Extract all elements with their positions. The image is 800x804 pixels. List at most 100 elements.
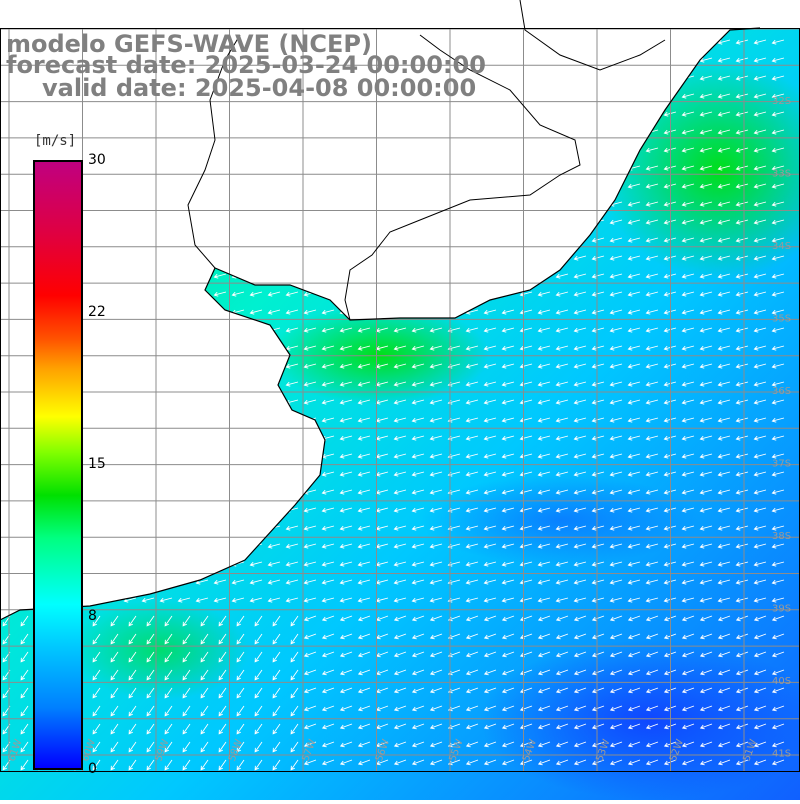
- lat-label: 34S: [772, 241, 791, 252]
- wind-arrow: [357, 579, 371, 585]
- wind-arrow: [285, 129, 299, 135]
- wind-arrow: [267, 201, 281, 207]
- wind-arrow: [123, 309, 137, 315]
- wind-arrow: [429, 165, 443, 171]
- wind-arrow: [627, 597, 641, 603]
- wind-arrow: [105, 525, 119, 531]
- wind-arrow: [213, 201, 227, 207]
- wind-arrow: [87, 507, 101, 513]
- wind-arrow: [537, 111, 551, 117]
- wind-arrow: [699, 345, 713, 351]
- wind-arrow: [429, 291, 443, 297]
- wind-arrow: [393, 129, 407, 135]
- wind-arrow: [321, 417, 335, 423]
- wind-arrow: [218, 705, 227, 717]
- wind-arrow: [681, 399, 695, 405]
- wind-arrow: [735, 147, 749, 153]
- wind-arrow: [519, 165, 533, 171]
- wind-arrow: [105, 183, 119, 189]
- wind-arrow: [645, 579, 659, 585]
- wind-arrow: [699, 759, 713, 766]
- wind-arrow: [290, 705, 299, 717]
- coastline: [0, 27, 761, 621]
- wind-arrow: [699, 723, 713, 730]
- lat-label: 37S: [772, 459, 791, 470]
- wind-arrow: [555, 111, 569, 117]
- wind-arrow: [465, 507, 479, 513]
- wind-arrow: [699, 507, 713, 513]
- wind-arrow: [303, 201, 317, 207]
- wind-arrow: [87, 111, 101, 117]
- wind-arrow: [717, 417, 731, 423]
- model-title: modelo GEFS-WAVE (NCEP): [6, 30, 372, 58]
- wind-arrow: [735, 525, 749, 531]
- wind-arrow: [15, 291, 29, 297]
- wind-arrow: [771, 705, 785, 712]
- wind-arrow: [375, 309, 389, 315]
- wind-arrow: [537, 255, 551, 261]
- wind-arrow: [195, 489, 209, 495]
- wind-arrow: [200, 615, 209, 627]
- wind-arrow: [393, 561, 407, 567]
- wind-arrow: [357, 759, 371, 766]
- wind-arrow: [105, 129, 119, 135]
- wind-arrow: [429, 633, 443, 640]
- wind-arrow: [645, 237, 659, 243]
- wind-arrow: [393, 435, 407, 441]
- wind-arrow: [195, 327, 209, 333]
- wind-arrow: [267, 309, 281, 315]
- wind-arrow: [195, 525, 209, 531]
- wind-arrow: [357, 453, 371, 459]
- wind-arrow: [321, 615, 335, 622]
- wind-arrow: [231, 543, 245, 549]
- wind-arrow: [182, 705, 191, 717]
- wind-arrow: [501, 471, 515, 477]
- wind-arrow: [555, 237, 569, 243]
- wind-arrow: [267, 453, 281, 459]
- wind-arrow: [213, 543, 227, 549]
- wind-arrow: [303, 435, 317, 441]
- wind-arrow: [699, 165, 713, 171]
- wind-arrow: [501, 633, 515, 640]
- wind-arrow: [87, 561, 101, 567]
- wind-arrow: [555, 129, 569, 135]
- wind-arrow: [285, 327, 299, 333]
- lat-label: 39S: [772, 604, 791, 615]
- wind-arrow: [375, 291, 389, 297]
- wind-arrow: [411, 633, 425, 640]
- wind-arrow: [254, 687, 263, 699]
- wind-arrow: [429, 201, 443, 207]
- wind-arrow: [429, 327, 443, 333]
- wind-arrow: [681, 183, 695, 189]
- wind-arrow: [627, 489, 641, 495]
- wind-arrow: [699, 201, 713, 207]
- wind-arrow: [501, 345, 515, 351]
- wind-arrow: [105, 543, 119, 549]
- wind-arrow: [645, 273, 659, 279]
- wind-arrow: [393, 543, 407, 549]
- wind-arrow: [159, 273, 173, 279]
- wind-arrow: [20, 687, 29, 699]
- wind-arrow: [236, 741, 245, 753]
- wind-arrow: [411, 579, 425, 585]
- wind-arrow: [159, 417, 173, 423]
- wind-arrow: [195, 345, 209, 351]
- wind-arrow: [272, 669, 281, 681]
- wind-arrow: [645, 309, 659, 315]
- wind-arrow: [249, 147, 263, 153]
- wind-arrow: [128, 705, 137, 717]
- wind-arrow: [537, 723, 551, 730]
- wind-arrow: [285, 435, 299, 441]
- wind-arrow: [555, 525, 569, 531]
- wind-arrow: [321, 111, 335, 117]
- lat-label: 41S: [772, 749, 791, 760]
- wind-arrow: [771, 363, 785, 369]
- wind-arrow: [501, 93, 515, 99]
- wind-arrow: [699, 705, 713, 712]
- wind-arrow: [699, 471, 713, 477]
- wind-arrow: [645, 165, 659, 171]
- wind-arrow: [483, 417, 497, 423]
- wind-arrow: [717, 327, 731, 333]
- wind-arrow: [429, 705, 443, 712]
- wind-arrow: [591, 669, 605, 676]
